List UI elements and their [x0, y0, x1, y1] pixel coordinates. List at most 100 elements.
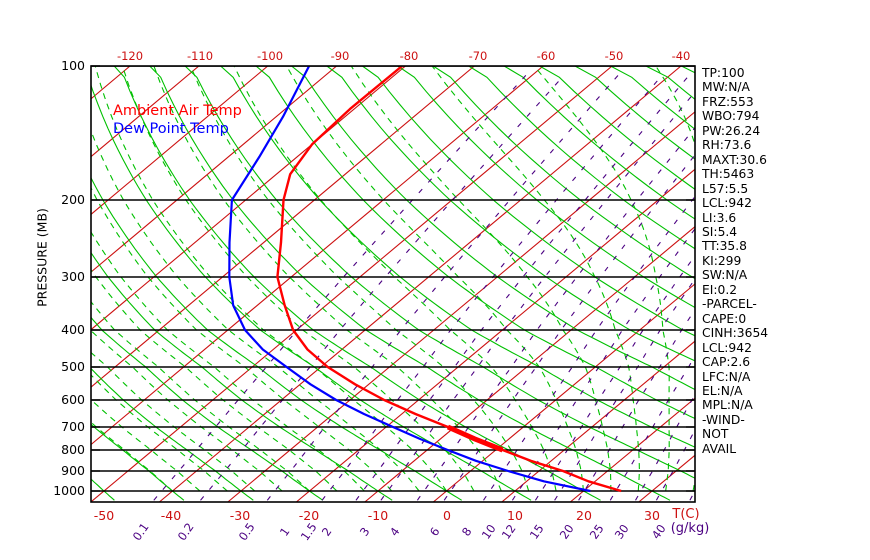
moist-adiabat--40 — [91, 421, 173, 492]
dry-adiabat-50 — [220, 66, 695, 448]
mixing-ratio-4 — [443, 154, 695, 501]
dry-adiabat-0 — [91, 176, 462, 501]
info-line-0: TP:100 — [702, 66, 745, 80]
moist-adiabat--16 — [91, 268, 338, 492]
top-temp-tick--80: -80 — [400, 49, 419, 63]
bottom-temp-tick-30: 30 — [644, 508, 660, 523]
dry-adiabat-30 — [149, 66, 671, 501]
mixing-ratio-tick-15: 15 — [527, 522, 547, 542]
bottom-temp-tick--40: -40 — [161, 508, 181, 523]
dry-adiabat-70 — [291, 66, 695, 391]
dry-adiabat--10 — [91, 251, 393, 501]
info-line-24: -WIND- — [702, 412, 745, 427]
temperature-thick-segment — [446, 424, 504, 453]
bottom-temp-tick--30: -30 — [230, 508, 250, 523]
pressure-tick-100: 100 — [61, 58, 85, 73]
info-line-17: CAPE:0 — [702, 311, 747, 326]
moist-adiabat-0 — [94, 66, 447, 492]
info-line-19: LCL:942 — [702, 340, 752, 355]
isotherm--70 — [91, 66, 475, 388]
moist-adiabat-8 — [153, 66, 502, 492]
bottom-temp-tick-20: 20 — [576, 508, 592, 523]
mixing-ratio-tick-12: 12 — [499, 522, 519, 542]
legend-ambient-air-temp: Ambient Air Temp — [113, 103, 242, 119]
isotherm-20 — [569, 397, 695, 502]
top-temp-tick--40: -40 — [672, 49, 691, 63]
pressure-tick-900: 900 — [61, 463, 85, 478]
plot-frame — [90, 65, 696, 503]
x-axis-label-temp: T(C) — [671, 507, 699, 522]
info-line-9: LCL:942 — [702, 196, 752, 211]
mixing-ratio-1.5 — [355, 75, 690, 501]
info-line-22: EL:N/A — [702, 383, 743, 398]
moist-adiabat--32 — [91, 374, 228, 492]
info-line-18: CINH:3654 — [702, 326, 769, 341]
info-line-12: TT:35.8 — [702, 239, 747, 254]
pressure-tick-1000: 1000 — [53, 483, 85, 498]
info-line-21: LFC:N/A — [702, 369, 751, 384]
dry-adiabat-10 — [91, 83, 532, 501]
dry-adiabat-90 — [362, 66, 695, 337]
info-line-10: LI:3.6 — [702, 210, 737, 225]
series-temperature — [276, 66, 622, 493]
pressure-tick-400: 400 — [61, 322, 85, 337]
info-line-6: MAXT:30.6 — [702, 152, 767, 167]
info-line-3: WBO:794 — [702, 109, 760, 124]
dry-adiabat-130 — [503, 66, 695, 220]
dry-adiabat--40 — [91, 423, 185, 501]
bottom-temp-tick-0: 0 — [443, 508, 451, 523]
info-line-13: KI:299 — [702, 253, 742, 268]
mixing-ratio-axis-label: (g/kg) — [671, 521, 710, 536]
info-line-8: L57:5.5 — [702, 181, 749, 196]
moist-adiabat--4 — [91, 129, 420, 492]
mixing-ratio-10 — [534, 254, 695, 501]
mixing-ratio-3 — [416, 126, 695, 501]
top-temp-tick--60: -60 — [537, 49, 556, 63]
sounding-indices-panel: TP:100 MW:N/A FRZ:553 WBO:794 PW:26.24 RH:73.… — [702, 66, 794, 456]
isotherm--50 — [91, 66, 613, 502]
top-temp-tick--110: -110 — [187, 49, 213, 63]
info-line-1: MW:N/A — [702, 80, 750, 95]
info-line-20: CAP:2.6 — [702, 355, 751, 370]
mixing-ratio-tick-20: 20 — [557, 522, 577, 542]
bottom-temp-tick--20: -20 — [299, 508, 319, 523]
mixing-ratio-tick-40: 40 — [649, 522, 669, 542]
bottom-temp-tick--50: -50 — [94, 508, 114, 523]
top-temp-tick--100: -100 — [257, 49, 283, 63]
mixing-ratio-0.1 — [153, 75, 527, 501]
info-line-16: -PARCEL- — [702, 297, 757, 312]
pressure-tick-500: 500 — [61, 359, 85, 374]
top-temp-tick--70: -70 — [469, 49, 488, 63]
moist-adiabat--20 — [91, 300, 310, 492]
info-line-23: MPL:N/A — [702, 398, 753, 413]
moist-adiabat--28 — [91, 351, 256, 492]
top-temp-tick--90: -90 — [331, 49, 350, 63]
dry-adiabat-120 — [468, 66, 695, 250]
bottom-temp-tick--10: -10 — [368, 508, 388, 523]
info-line-25: NOT — [702, 427, 729, 442]
info-line-7: TH:5463 — [702, 167, 755, 182]
series-dewpoint — [228, 66, 591, 493]
moist-adiabat--8 — [91, 186, 393, 492]
moist-adiabat--36 — [91, 398, 201, 492]
mixing-ratio-tick-25: 25 — [587, 522, 607, 542]
pressure-tick-600: 600 — [61, 392, 85, 407]
moist-adiabat--24 — [91, 329, 283, 492]
moist-adiabat--12 — [91, 230, 365, 492]
mixing-ratio-0.2 — [200, 75, 565, 501]
isotherm-10 — [501, 340, 695, 502]
info-line-5: RH:73.6 — [702, 138, 752, 153]
bottom-temp-tick-10: 10 — [507, 508, 523, 523]
mixing-ratio-6 — [483, 195, 695, 501]
isotherm--30 — [227, 111, 695, 502]
info-line-4: PW:26.24 — [702, 123, 761, 138]
moist-adiabat-16 — [233, 66, 557, 492]
pressure-tick-700: 700 — [61, 419, 85, 434]
info-line-11: SI:5.4 — [702, 224, 738, 239]
dry-adiabat-40 — [184, 66, 695, 479]
pressure-tick-200: 200 — [61, 192, 85, 207]
isotherm--90 — [91, 66, 337, 273]
mixing-ratio-8 — [511, 227, 695, 501]
moist-adiabat-4 — [121, 66, 475, 492]
